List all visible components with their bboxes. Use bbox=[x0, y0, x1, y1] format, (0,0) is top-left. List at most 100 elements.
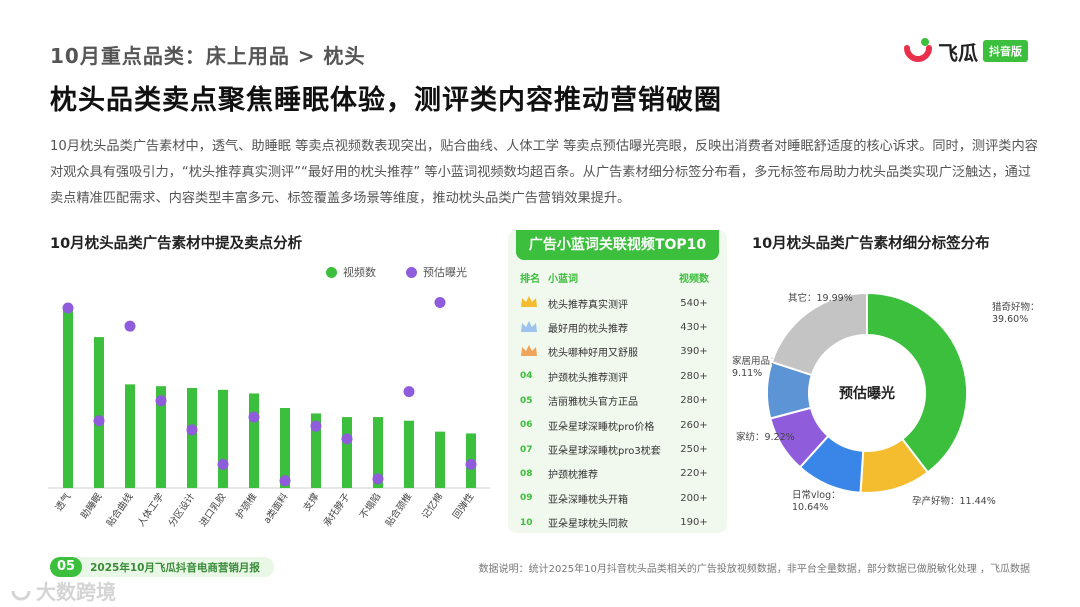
slice-value: 9.11% bbox=[732, 368, 762, 379]
selling-point-bar-chart: 透气 助睡眠 贴合曲线 人体工学 分区设计 进口乳胶 护颈椎 a类面料 支撑 承托脖子 不塌陷 贴合颈… bbox=[48, 297, 490, 529]
exposure-point-贴合曲线 bbox=[124, 320, 136, 332]
col-rank: 排名 bbox=[520, 274, 540, 285]
count-cell: 220+ bbox=[680, 468, 708, 480]
bar-进口乳胶 bbox=[218, 389, 228, 488]
brand-logo: 飞瓜 抖音版 bbox=[903, 36, 1028, 66]
donut-chart-title: 10月枕头品类广告素材细分标签分布 bbox=[752, 236, 990, 252]
exposure-point-支撑 bbox=[310, 420, 322, 432]
count-cell: 280+ bbox=[680, 370, 708, 382]
top10-row: 04 护颈枕头推荐测评 280+ bbox=[508, 364, 727, 388]
rank-cell bbox=[520, 344, 548, 360]
crown-icon bbox=[521, 344, 537, 356]
report-name: 2025年10月飞瓜抖音电商营销月报 bbox=[90, 561, 260, 574]
top10-row: 06 亚朵星球深睡枕pro价格 260+ bbox=[508, 413, 727, 437]
count-cell: 540+ bbox=[680, 297, 708, 309]
crown-icon bbox=[521, 296, 537, 308]
top10-row: 10 亚朵星球枕头同款 190+ bbox=[508, 511, 727, 535]
feigua-logo-icon bbox=[904, 38, 932, 62]
col-count: 视频数 bbox=[679, 274, 709, 285]
bar-a类面料 bbox=[280, 408, 290, 488]
bar-贴合颈椎 bbox=[404, 420, 414, 488]
top10-title: 广告小蓝词关联视频TOP10 bbox=[516, 230, 719, 260]
legend-item-videos: 视频数 bbox=[326, 264, 376, 280]
legend-item-exposure: 预估曝光 bbox=[406, 264, 467, 280]
rank-cell: 07 bbox=[520, 444, 533, 455]
count-cell: 430+ bbox=[680, 322, 708, 334]
top10-row: 09 亚朵深睡枕头开箱 200+ bbox=[508, 486, 727, 510]
footer-badge: 05 2025年10月飞瓜抖音电商营销月报 bbox=[50, 557, 274, 577]
data-note: 数据说明：统计2025年10月抖音枕头品类相关的广告投放视频数据，非平台全量数据… bbox=[478, 564, 1030, 575]
keyword-cell: 亚朵深睡枕头开箱 bbox=[548, 494, 628, 506]
watermark: 大数跨境 bbox=[10, 576, 116, 605]
col-word: 小蓝词 bbox=[548, 274, 578, 285]
top10-row: 08 护颈枕推荐 220+ bbox=[508, 462, 727, 486]
tag-distribution-donut: 猎奇好物：39.60% 孕产好物：11.44% 日常vlog：10.64% 家纺：9.… bbox=[732, 291, 1040, 513]
keyword-cell: 护颈枕推荐 bbox=[548, 470, 598, 482]
keyword-cell: 亚朵星球深睡枕pro价格 bbox=[548, 421, 655, 433]
exposure-point-a类面料 bbox=[279, 475, 291, 487]
rank-cell: 10 bbox=[520, 517, 533, 528]
donut-slice-其它 bbox=[770, 291, 868, 377]
x-tick-label: 分区设计 bbox=[166, 490, 198, 528]
legend-dot-purple bbox=[406, 266, 417, 278]
donut-slice-猎奇好物 bbox=[866, 291, 968, 474]
bar-护颈椎 bbox=[249, 393, 259, 488]
slice-label: 日常vlog： bbox=[792, 489, 841, 501]
bar-人体工学 bbox=[156, 386, 166, 488]
count-cell: 200+ bbox=[680, 492, 708, 504]
x-tick-label: 贴合曲线 bbox=[104, 490, 136, 528]
bar-透气 bbox=[63, 306, 73, 488]
exposure-point-人体工学 bbox=[155, 395, 167, 407]
watermark-icon bbox=[11, 590, 31, 600]
slice-value: 10.64% bbox=[792, 502, 828, 513]
bar-承托脖子 bbox=[342, 417, 352, 488]
x-tick-label: 助睡眠 bbox=[78, 490, 104, 521]
slice-label: 其它：19.99% bbox=[788, 292, 853, 304]
legend-dot-green bbox=[326, 266, 337, 278]
slice-label: 家纺：9.22% bbox=[736, 431, 795, 443]
keyword-cell: 最好用的枕头推荐 bbox=[548, 324, 628, 336]
exposure-point-不塌陷 bbox=[372, 473, 384, 485]
x-tick-label: 进口乳胶 bbox=[197, 490, 229, 528]
rank-cell: 08 bbox=[520, 468, 533, 479]
rank-cell: 06 bbox=[520, 420, 533, 431]
keyword-cell: 护颈枕头推荐测评 bbox=[548, 372, 628, 384]
top10-row: 07 亚朵星球深睡枕pro3枕套 250+ bbox=[508, 437, 727, 461]
exposure-point-分区设计 bbox=[186, 424, 198, 436]
exposure-point-护颈椎 bbox=[248, 411, 260, 423]
keyword-cell: 枕头推荐真实测评 bbox=[548, 299, 628, 311]
rank-cell bbox=[520, 320, 548, 336]
bar-不塌陷 bbox=[373, 417, 383, 488]
x-tick-label: 人体工学 bbox=[135, 491, 167, 529]
bar-chart-title: 10月枕头品类广告素材中提及卖点分析 bbox=[50, 236, 303, 252]
top10-row: 最好用的枕头推荐 430+ bbox=[508, 315, 727, 339]
intro-paragraph: 10月枕头品类广告素材中，透气、助睡眠 等卖点视频数表现突出，贴合曲线、人体工学… bbox=[50, 139, 1038, 206]
x-tick-label: 记忆棉 bbox=[419, 491, 445, 521]
breadcrumb: 10月重点品类：床上用品 > 枕头 bbox=[50, 44, 366, 68]
exposure-point-助睡眠 bbox=[93, 415, 105, 427]
bar-贴合曲线 bbox=[125, 384, 135, 488]
crown-icon bbox=[521, 320, 537, 332]
x-tick-label: 承托脖子 bbox=[321, 490, 353, 528]
count-cell: 250+ bbox=[680, 444, 708, 456]
x-tick-label: a类面料 bbox=[261, 490, 291, 525]
count-cell: 190+ bbox=[680, 517, 708, 529]
x-tick-label: 不塌陷 bbox=[357, 491, 383, 521]
count-cell: 260+ bbox=[680, 419, 708, 431]
top10-row: 枕头哪种好用又舒服 390+ bbox=[508, 340, 727, 364]
exposure-point-进口乳胶 bbox=[217, 458, 229, 470]
slice-value: 39.60% bbox=[992, 314, 1028, 325]
bar-记忆棉 bbox=[435, 431, 445, 488]
count-cell: 390+ bbox=[680, 346, 708, 358]
x-tick-label: 护颈椎 bbox=[233, 490, 259, 521]
top10-row: 枕头推荐真实测评 540+ bbox=[508, 291, 727, 315]
donut-center-label: 预估曝光 bbox=[839, 385, 895, 402]
brand-name: 飞瓜 bbox=[938, 40, 978, 65]
bar-分区设计 bbox=[187, 388, 197, 488]
rank-cell bbox=[520, 295, 548, 311]
brand-badge: 抖音版 bbox=[983, 40, 1028, 62]
page-title: 枕头品类卖点聚焦睡眠体验，测评类内容推动营销破圈 bbox=[50, 85, 722, 116]
keyword-cell: 洁丽雅枕头官方正品 bbox=[548, 397, 638, 409]
bar-助睡眠 bbox=[94, 337, 104, 488]
rank-cell: 04 bbox=[520, 371, 533, 382]
